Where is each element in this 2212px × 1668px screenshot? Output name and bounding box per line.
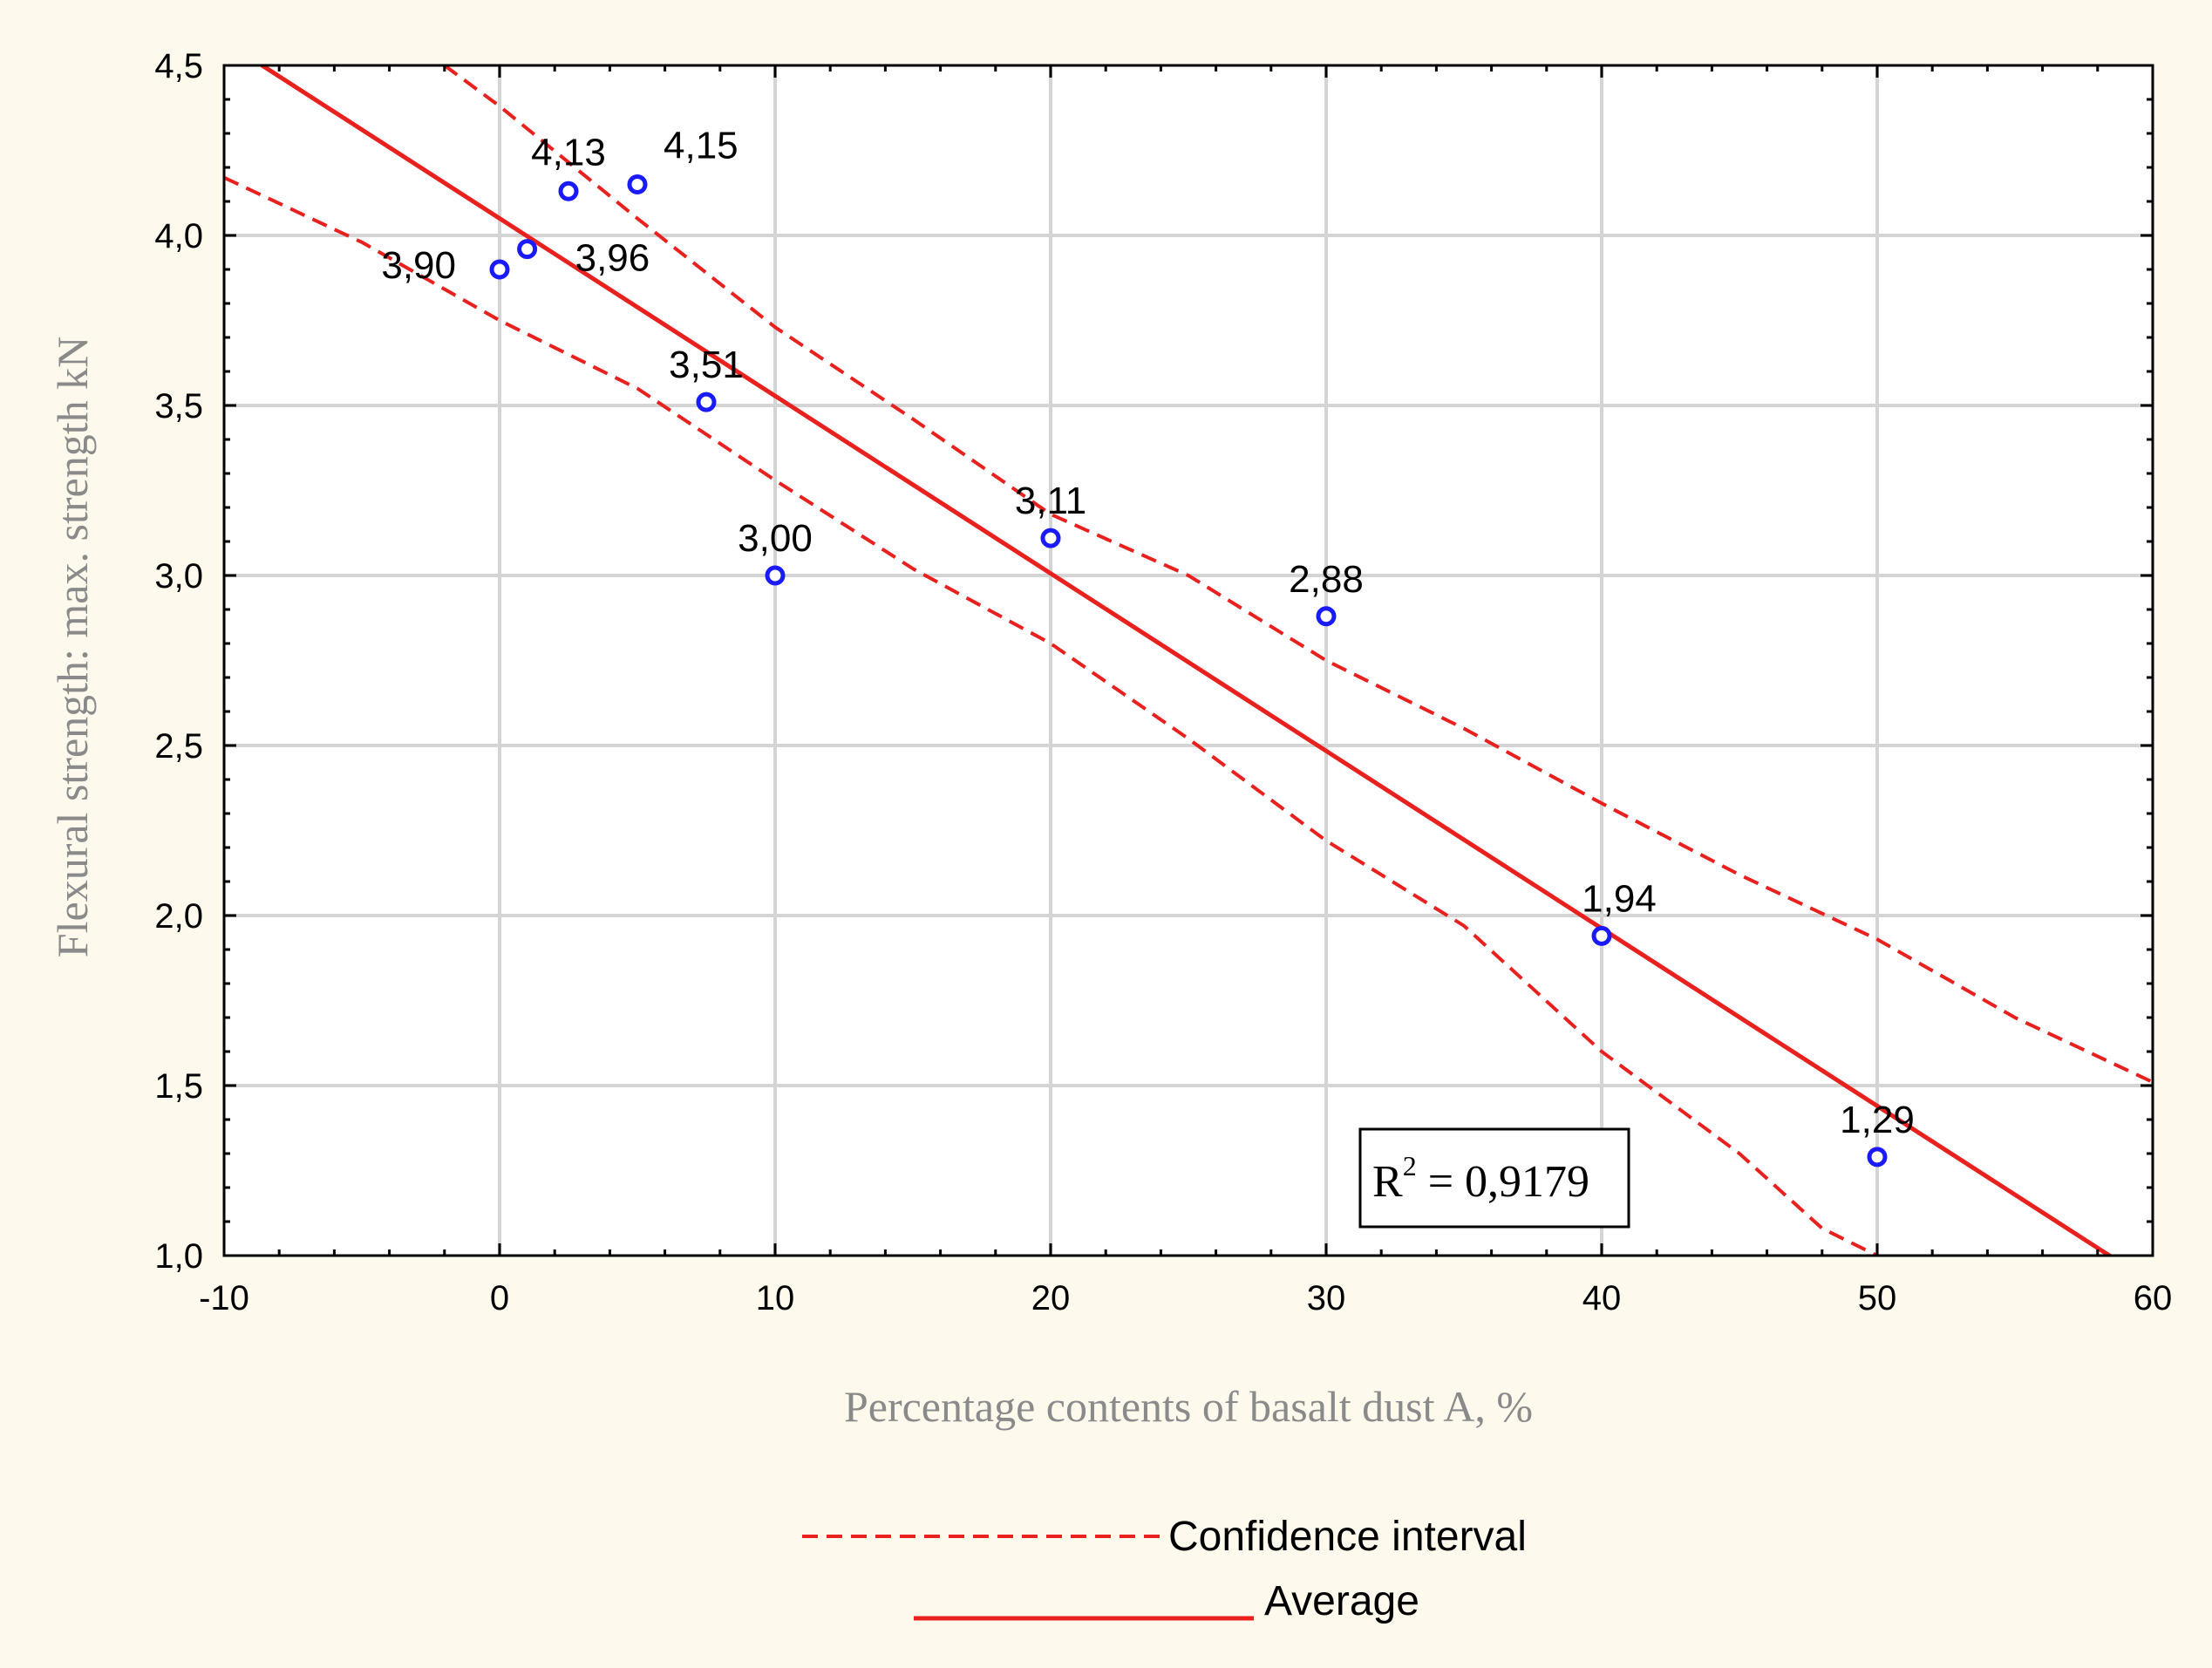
y-tick-label: 3,0	[154, 557, 203, 596]
r-squared-annotation: R2 = 0,9179	[1358, 1127, 1630, 1229]
y-tick-label: 1,0	[154, 1237, 203, 1276]
y-axis-title: Flexural strength: max. strength kN	[48, 337, 97, 957]
r-squared-box	[1358, 1127, 1630, 1229]
y-tick-label: 1,5	[154, 1067, 203, 1106]
r-squared-text: R2 = 0,9179	[1372, 1150, 1589, 1207]
confidence-interval-lines	[224, 65, 2153, 1256]
data-label: 4,13	[531, 131, 606, 174]
data-point	[1591, 925, 1612, 946]
data-point	[489, 259, 510, 280]
data-label: 4,15	[664, 125, 738, 167]
legend-average-label: Average	[1264, 1578, 1419, 1624]
data-label: 2,88	[1289, 558, 1364, 601]
data-point	[765, 565, 786, 586]
x-axis-title: Percentage contents of basalt dust A, %	[844, 1382, 1533, 1431]
plot-frame	[222, 64, 2154, 1257]
data-point	[1316, 606, 1337, 627]
x-tick-label: 20	[1031, 1279, 1071, 1317]
x-tick-label: 50	[1858, 1279, 1897, 1317]
data-label: 1,29	[1840, 1099, 1915, 1141]
data-point	[558, 180, 579, 201]
data-point	[696, 391, 717, 412]
data-point	[1867, 1147, 1888, 1168]
x-tick-label: 0	[490, 1279, 509, 1317]
y-tick-label: 2,0	[154, 897, 203, 936]
x-tick-label: 30	[1307, 1279, 1346, 1317]
x-tick-label: -10	[199, 1279, 249, 1317]
data-point	[517, 239, 538, 260]
y-tick-label: 2,5	[154, 727, 203, 766]
data-label: 3,90	[381, 244, 456, 287]
data-label: 3,00	[738, 517, 813, 560]
data-point	[1040, 528, 1061, 548]
data-label: 1,94	[1582, 877, 1657, 920]
legend: Confidence interval Average	[802, 1514, 1527, 1624]
r-squared-base: R	[1372, 1157, 1403, 1207]
x-tick-label: 60	[2134, 1279, 2173, 1317]
confidence-upper-line	[443, 65, 2153, 1084]
data-points	[489, 174, 1888, 1168]
data-point	[627, 174, 648, 194]
y-tick-label: 4,5	[154, 47, 203, 85]
r-squared-sup: 2	[1403, 1150, 1417, 1181]
axis-ticks: -10 0 10 20 30 40 50 60 1,0 1,5 2,0 2,5 3,0 3,5 4,0 4,5	[154, 47, 2172, 1317]
regression-line-group	[257, 65, 2113, 1256]
confidence-lower-line	[224, 175, 1878, 1256]
r-squared-value: = 0,9179	[1417, 1157, 1589, 1207]
grid-lines	[224, 65, 2153, 1256]
x-tick-label: 40	[1582, 1279, 1622, 1317]
data-label: 3,96	[575, 237, 650, 280]
regression-line	[257, 65, 2113, 1256]
data-label: 3,51	[669, 344, 744, 386]
x-tick-label: 10	[756, 1279, 795, 1317]
legend-confidence-label: Confidence interval	[1168, 1514, 1527, 1560]
y-tick-label: 4,0	[154, 217, 203, 255]
data-labels: 3,90 3,96 4,13 4,15 3,51 3,00 3,11 2,88 1,94 1,29	[381, 125, 1914, 1141]
data-label: 3,11	[1015, 480, 1086, 522]
y-tick-label: 3,5	[154, 387, 203, 426]
